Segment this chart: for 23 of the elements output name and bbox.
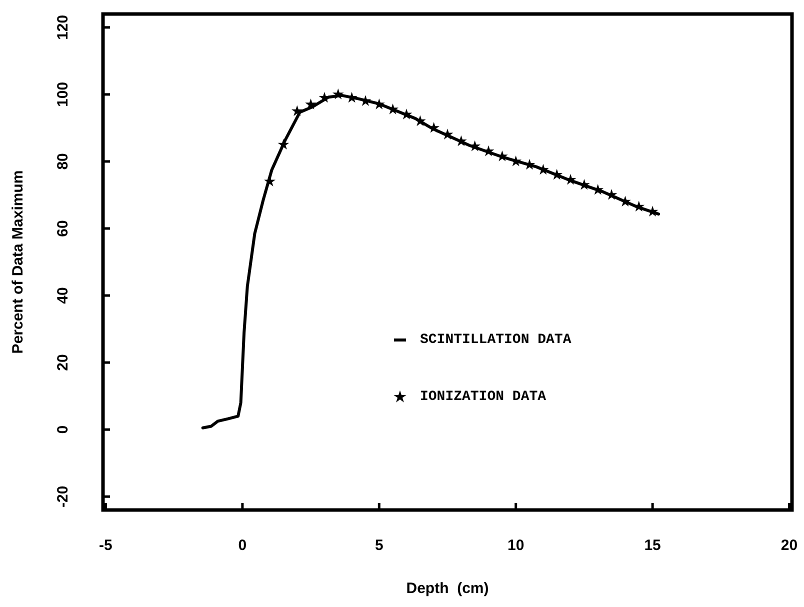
point — [332, 88, 344, 100]
x-axis-title: Depth (cm) — [406, 580, 489, 597]
point — [414, 115, 426, 126]
point — [278, 138, 290, 150]
y-tick-label: 60 — [54, 220, 72, 237]
x-tick-label: 15 — [644, 537, 661, 554]
x-tick-label: 20 — [780, 537, 798, 554]
y-tick-label: 20 — [54, 354, 72, 371]
y-axis-title: Percent of Data Maximum — [10, 170, 26, 354]
y-tick-label: 40 — [54, 287, 72, 304]
x-tick-label: 10 — [508, 537, 524, 554]
x-tick-label: -5 — [99, 537, 112, 554]
point — [305, 98, 316, 110]
point — [291, 105, 303, 116]
x-tick-label: 5 — [374, 537, 384, 554]
x-tick-label: 0 — [238, 537, 247, 554]
legend-label: IONIZATION DATA — [420, 389, 547, 405]
y-tick-label: 120 — [54, 14, 72, 40]
y-tick-label: 0 — [54, 425, 72, 434]
legend-label: SCINTILLATION DATA — [420, 332, 572, 348]
y-tick-label: 100 — [54, 82, 72, 107]
y-tick-label: -20 — [54, 486, 72, 508]
y-tick-label: 80 — [54, 153, 72, 170]
